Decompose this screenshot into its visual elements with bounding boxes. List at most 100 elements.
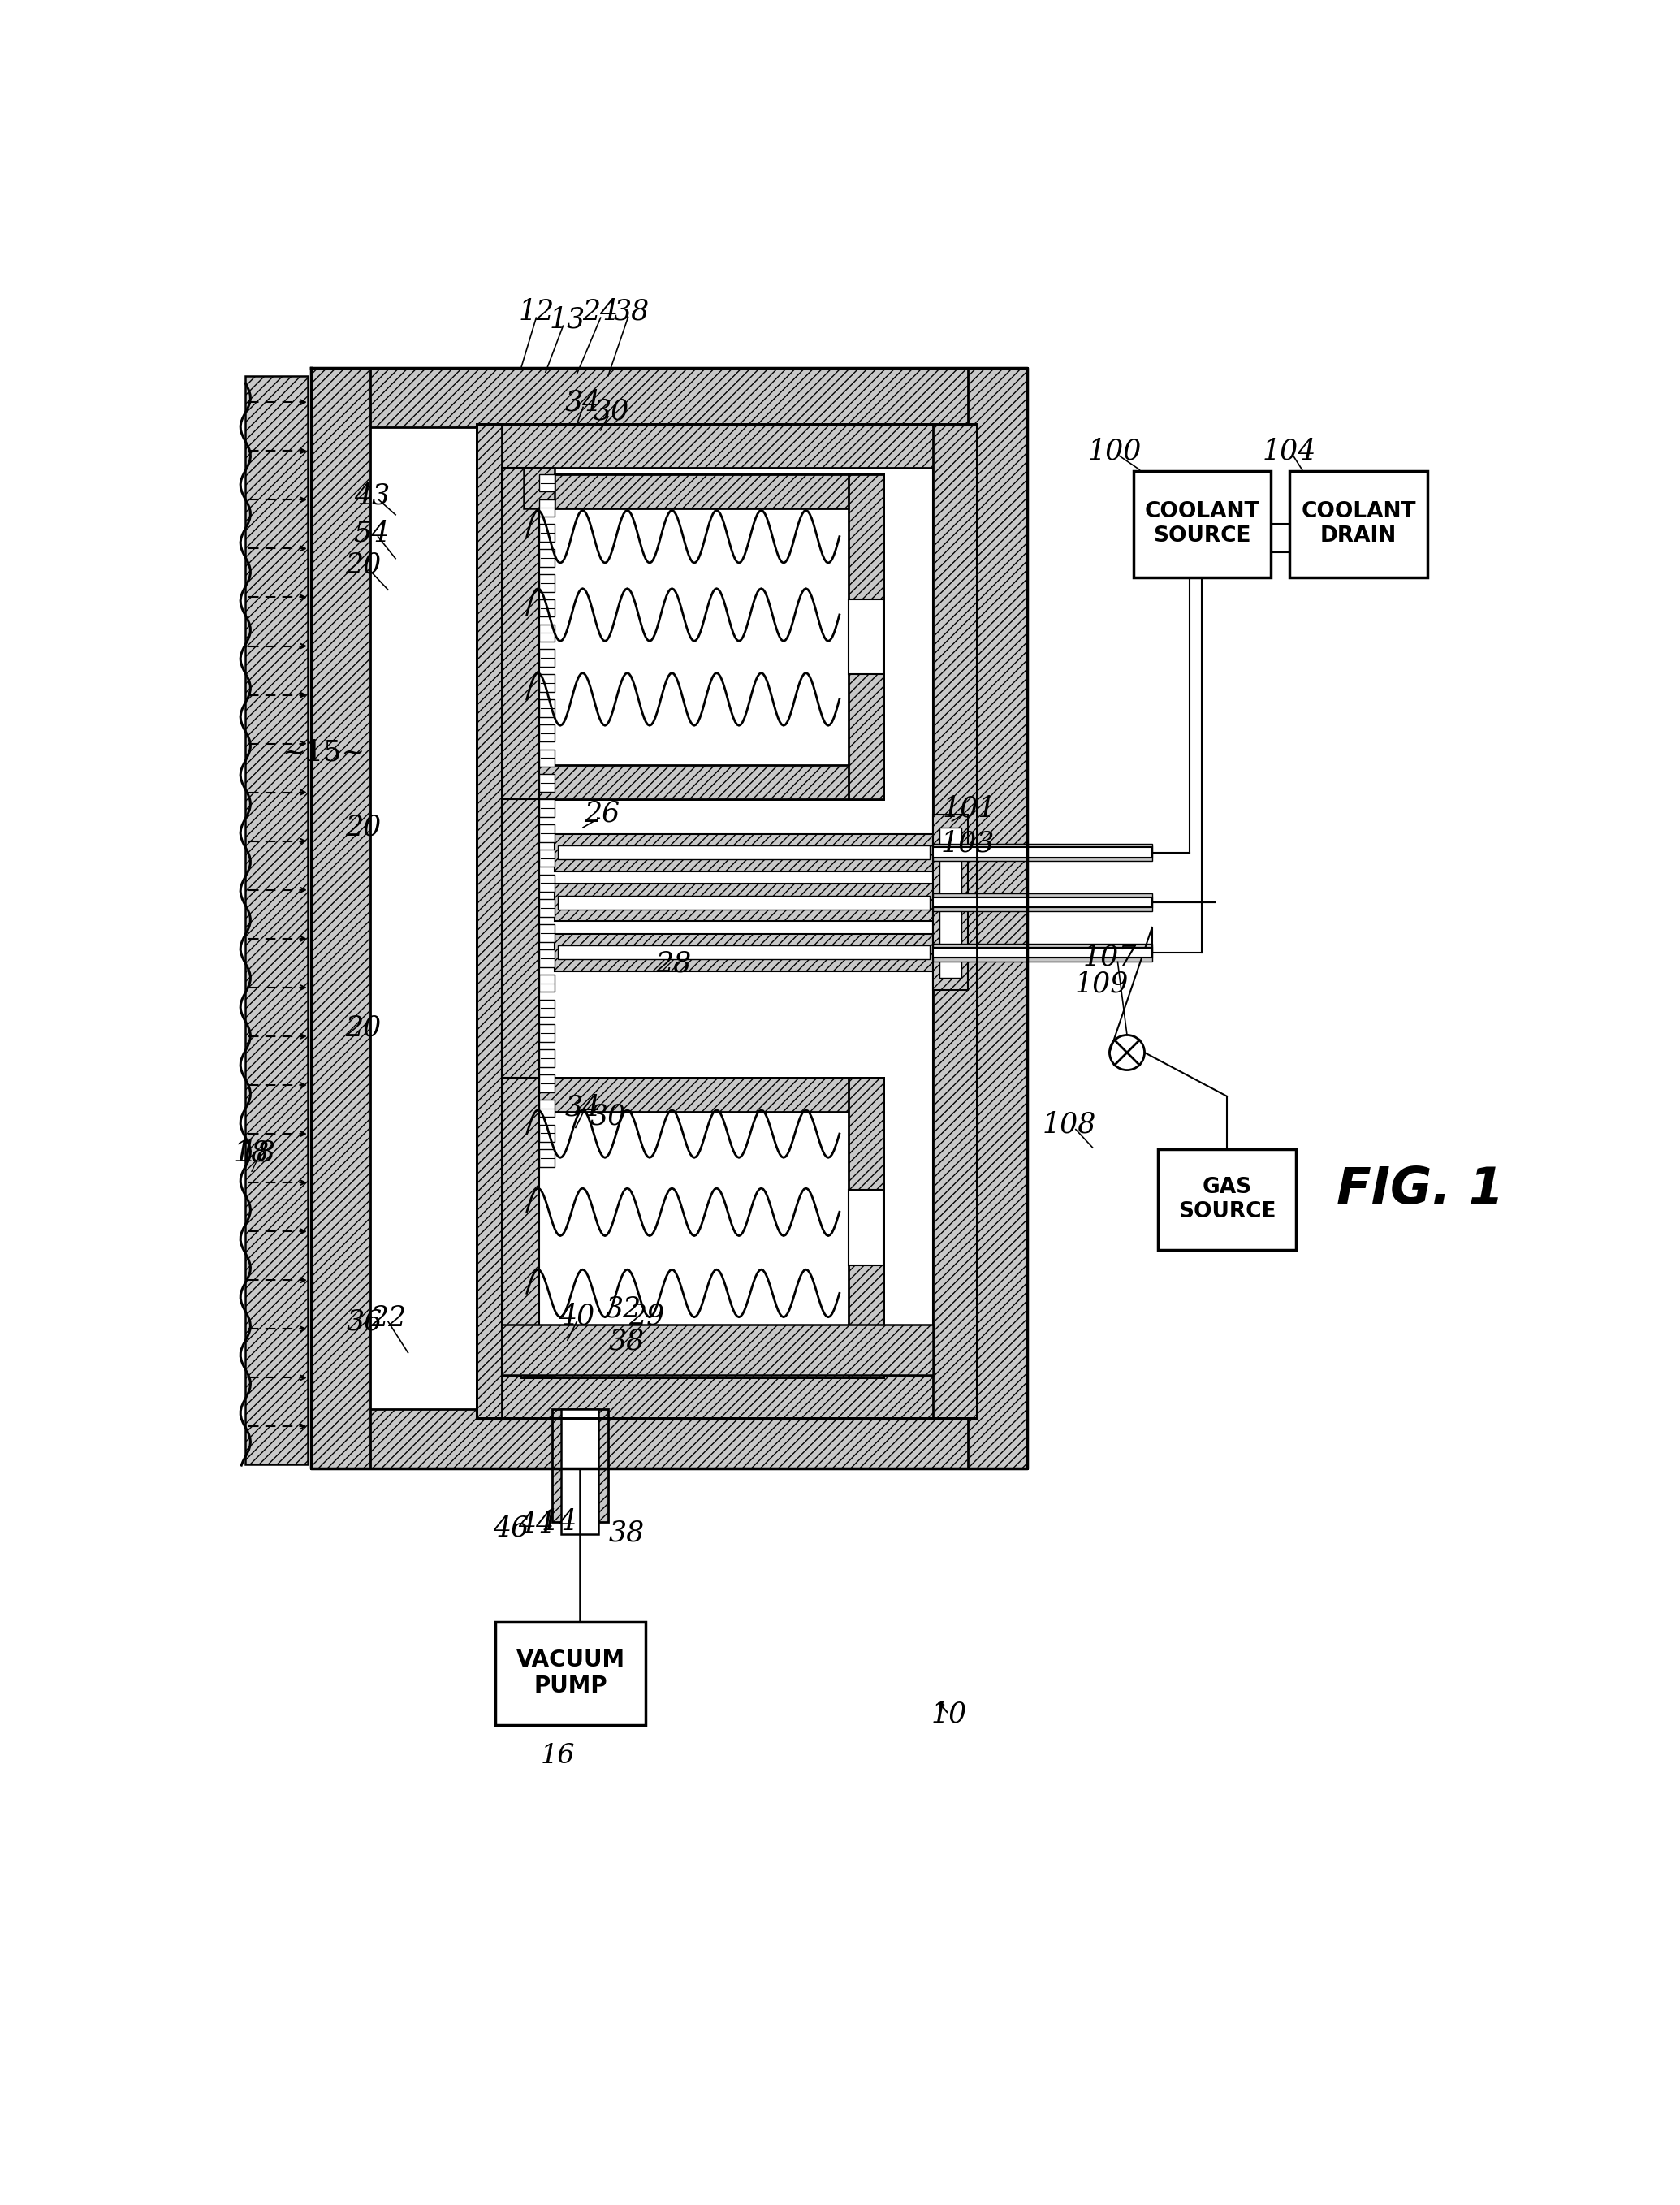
Bar [539,999,554,1017]
Bar [848,600,884,675]
Bar [539,549,554,567]
Text: 44: 44 [517,1510,554,1539]
Text: 108: 108 [1043,1111,1097,1138]
Text: 40: 40 [559,1303,595,1330]
Text: 12: 12 [517,298,554,326]
Bar [539,648,554,666]
Text: 30: 30 [590,1102,627,1131]
Text: 10: 10 [931,1700,966,1729]
Bar [502,467,539,1374]
Bar [551,1409,608,1521]
Text: COOLANT
SOURCE: COOLANT SOURCE [1144,501,1260,547]
Bar [539,474,554,492]
Text: 32: 32 [606,1294,642,1323]
Bar [932,893,1152,911]
Bar [539,1025,554,1043]
Text: 101: 101 [942,794,996,822]
Bar [496,1621,645,1724]
Bar [524,467,554,509]
Bar [539,498,554,516]
Bar [539,1149,554,1166]
Bar [558,845,931,860]
Bar [932,897,1152,908]
Text: 43: 43 [354,483,390,509]
Bar [539,1100,554,1118]
Bar [539,675,554,692]
Text: 38: 38 [608,1519,645,1546]
Text: GAS
SOURCE: GAS SOURCE [1178,1177,1277,1222]
Text: COOLANT
DRAIN: COOLANT DRAIN [1300,501,1416,547]
Text: 20: 20 [344,551,381,578]
Text: VACUUM
PUMP: VACUUM PUMP [516,1649,625,1698]
Text: ~15~: ~15~ [282,739,365,765]
Bar [521,765,884,798]
Text: 20: 20 [344,1014,381,1041]
Bar [932,948,1152,957]
Bar [539,573,554,591]
Bar [554,833,932,871]
Text: 26: 26 [585,800,620,827]
Text: 109: 109 [1075,970,1129,997]
Bar [932,900,1058,906]
Bar [968,368,1026,1469]
Text: FIG. 1: FIG. 1 [1337,1166,1504,1215]
Bar [932,423,978,1418]
Bar [932,944,1152,961]
Bar [539,1050,554,1067]
Text: 100: 100 [1087,437,1141,465]
Bar [539,1074,554,1091]
Text: 18: 18 [234,1138,270,1166]
Text: 34: 34 [564,1094,601,1122]
Bar [932,845,1058,860]
Bar [539,875,554,891]
Bar [521,474,884,798]
Bar [539,975,554,992]
Bar [521,474,884,509]
Bar [539,825,554,842]
Bar [932,895,1058,911]
Bar [539,1125,554,1142]
Bar [848,1078,884,1378]
Text: 22: 22 [370,1305,407,1332]
Text: 38: 38 [608,1327,645,1356]
Bar [932,946,1058,959]
Text: 29: 29 [628,1303,665,1330]
Text: 103: 103 [941,829,995,858]
Bar [932,897,1152,908]
Bar [311,1409,1026,1469]
Bar [932,845,1152,862]
Bar [932,847,1152,858]
Bar [558,895,931,908]
Bar [932,948,1058,957]
Text: 28: 28 [655,950,692,977]
Bar [539,849,554,867]
Bar [539,900,554,917]
Bar [932,849,1058,856]
Bar [502,1325,932,1374]
Bar [554,933,932,970]
Bar [477,423,978,467]
Bar [502,798,539,1078]
Bar [311,368,1026,428]
Bar [558,946,931,959]
Text: 38: 38 [613,298,650,326]
Text: 20: 20 [344,814,381,842]
Bar [932,948,1152,957]
Text: 107: 107 [1082,944,1136,972]
Text: 24: 24 [583,298,618,326]
Bar [539,950,554,966]
Bar [848,1191,884,1266]
Bar [1290,472,1426,578]
Bar [932,847,1152,858]
Bar [524,1343,554,1374]
Bar [539,699,554,717]
Bar [477,423,502,1418]
Text: 16: 16 [541,1744,575,1768]
Text: 13: 13 [549,306,585,333]
Bar [939,827,961,977]
Bar [521,1343,884,1378]
Bar [502,467,932,1374]
Bar [848,474,884,798]
Bar [477,1374,978,1418]
Bar [245,375,307,1464]
